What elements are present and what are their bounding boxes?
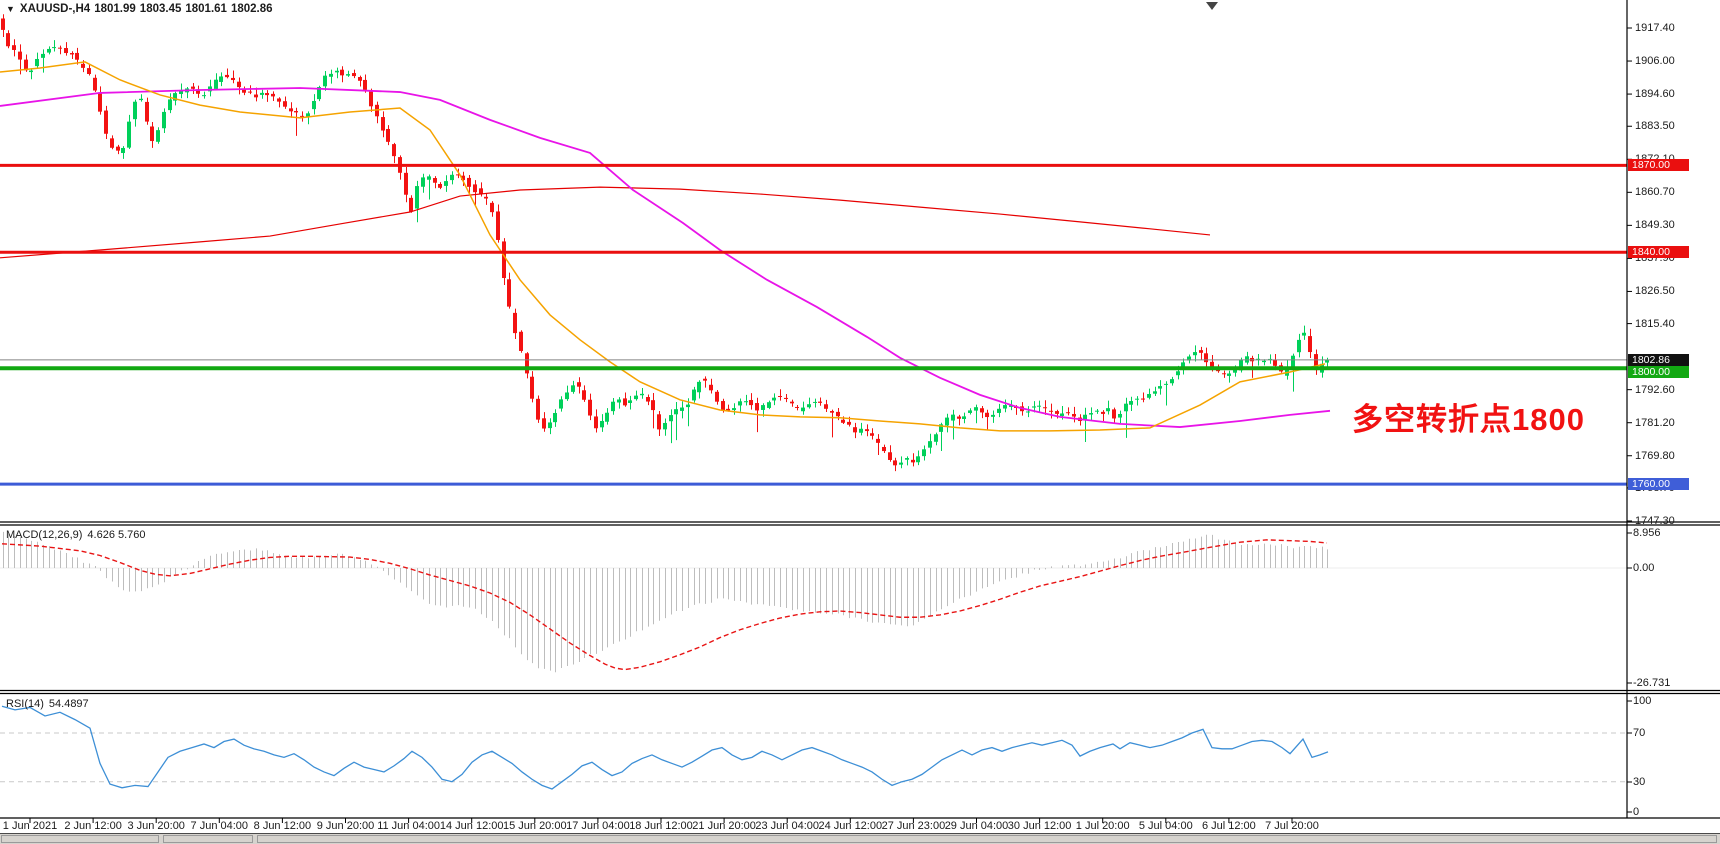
price-tick-1826.50: 1826.50 [1635,285,1675,298]
chart-shift-marker-icon[interactable] [1206,2,1218,10]
high-value: 1803.45 [139,3,182,15]
time-label: 5 Jul 04:00 [1138,820,1193,832]
time-label: 18 Jun 12:00 [629,820,693,832]
time-label: 1 Jul 20:00 [1075,820,1130,832]
time-label: 8 Jun 12:00 [253,820,312,832]
time-label: 2 Jun 12:00 [64,820,122,832]
symbol-ohlc-header[interactable]: ▼ XAUUSD-,H4 1801.99 1803.45 1801.61 1802.86 [6,3,277,15]
price-tick-1815.40: 1815.40 [1635,317,1675,330]
macd-indicator-label: MACD(12,26,9) 4.626 5.760 [6,529,151,541]
rsi-indicator-label: RSI(14) 54.4897 [6,698,94,710]
price-badge-1840.00: 1840.00 [1628,246,1689,258]
close-value: 1802.86 [230,3,273,15]
time-label: 15 Jun 20:00 [502,820,567,832]
time-label: 11 Jun 04:00 [377,820,440,832]
time-label: 14 Jun 12:00 [439,820,504,832]
time-label: 17 Jun 04:00 [566,820,630,832]
time-label: 29 Jun 04:00 [944,820,1009,832]
ma-magenta-line [0,87,1331,428]
low-value: 1801.61 [185,3,227,15]
time-label: 6 Jul 12:00 [1201,820,1256,832]
symbol-period-label: XAUUSD-,H4 [19,3,91,15]
time-label: 23 Jun 04:00 [755,820,819,832]
status-segment [163,835,253,843]
price-tick-1781.20: 1781.20 [1635,416,1675,429]
price-tick-1917.40: 1917.40 [1635,22,1675,34]
time-label: 24 Jun 12:00 [818,820,883,832]
ma-red-line [0,186,1211,259]
time-label: 1 Jun 2021 [2,820,58,832]
macd-scale-0.00: 0.00 [1633,562,1655,574]
price-badge-1870.00: 1870.00 [1628,159,1689,171]
status-segment[interactable] [257,835,1717,843]
rsi-line [1,705,1329,790]
time-label: 9 Jun 20:00 [316,820,375,832]
macd-scale-8.956: 8.956 [1633,527,1661,539]
time-label: 7 Jul 20:00 [1265,820,1319,832]
macd-name: MACD(12,26,9) [6,529,83,541]
time-label: 21 Jun 20:00 [692,820,756,832]
open-value: 1801.99 [94,3,136,15]
rsi-scale-0: 0 [1633,806,1640,818]
time-label: 7 Jun 04:00 [190,820,249,832]
price-tick-1769.80: 1769.80 [1635,449,1675,462]
price-badge-1760.00: 1760.00 [1628,478,1689,490]
chart-text-annotation[interactable]: 多空转折点1800 [1352,402,1585,437]
rsi-value: 54.4897 [48,698,89,710]
price-tick-1906.00: 1906.00 [1635,55,1675,68]
price-badge-1800.00: 1800.00 [1628,366,1689,378]
macd-signal-line [1,539,1328,671]
rsi-name: RSI(14) [6,698,44,710]
price-tick-1894.60: 1894.60 [1635,88,1675,101]
price-tick-1747.30: 1747.30 [1635,514,1675,527]
rsi-scale-100: 100 [1633,695,1652,707]
price-tick-1792.60: 1792.60 [1635,383,1675,396]
status-segment [1,835,159,843]
time-label: 27 Jun 23:00 [881,820,946,832]
time-label: 3 Jun 20:00 [127,820,185,832]
rsi-scale-30: 30 [1633,776,1646,788]
macd-histogram [3,531,1328,673]
price-tick-1849.30: 1849.30 [1635,219,1675,232]
price-tick-1883.50: 1883.50 [1635,120,1675,133]
rsi-scale-70: 70 [1633,727,1646,739]
time-label: 30 Jun 12:00 [1007,820,1072,832]
ma-orange-line [0,61,1326,432]
price-tick-1860.70: 1860.70 [1635,186,1675,199]
chevron-down-icon[interactable]: ▼ [6,4,15,14]
macd-values: 4.626 5.760 [87,529,146,541]
status-bar [0,833,1720,844]
price-badge-1802.86: 1802.86 [1628,354,1689,366]
candlestick-series [1,14,1329,472]
macd-scale--26.731: -26.731 [1633,677,1671,689]
